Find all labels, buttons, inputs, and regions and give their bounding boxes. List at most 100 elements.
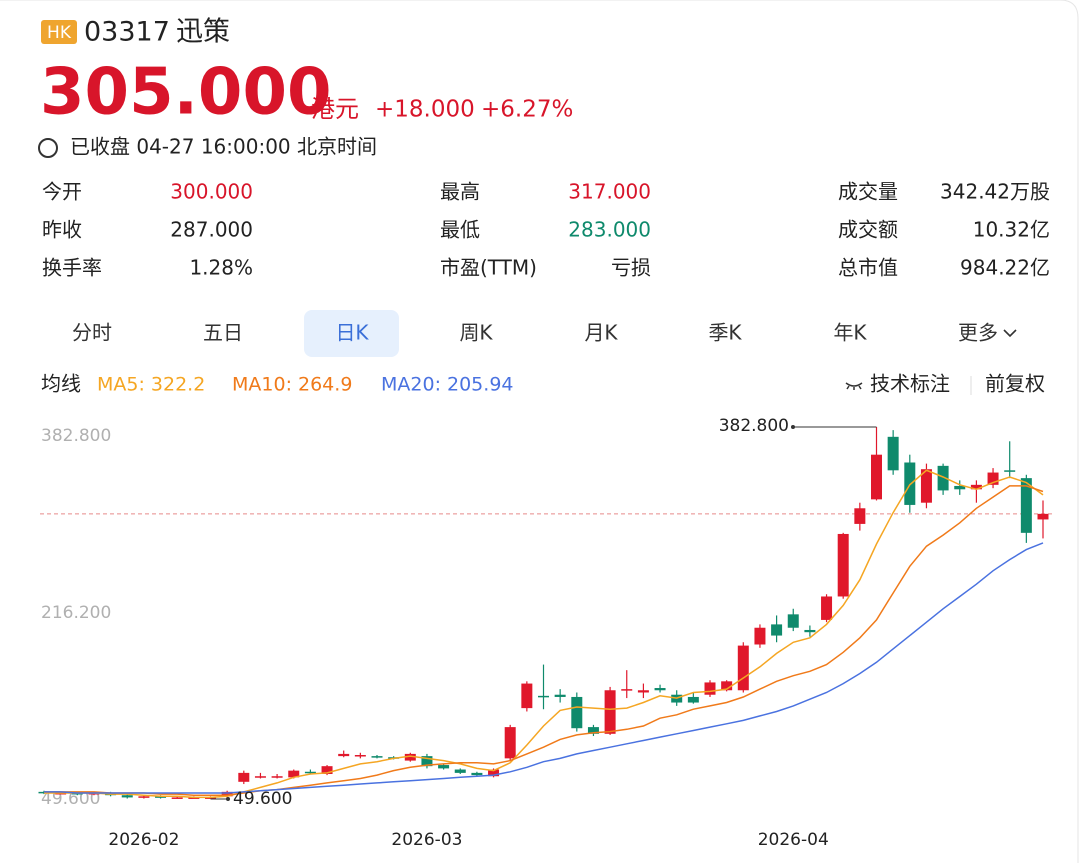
candle-body <box>954 485 966 490</box>
candle-body <box>737 645 749 691</box>
candle-body <box>904 462 916 505</box>
stat-value: 300.000 <box>170 180 253 204</box>
candle-body <box>354 755 366 757</box>
stat-label: 今开 <box>42 180 82 204</box>
candle-body <box>804 629 816 633</box>
legend-entry: MA20: 205.94 <box>381 374 514 396</box>
candle-body <box>288 770 300 778</box>
candle-body <box>654 688 666 691</box>
tab[interactable]: 日K <box>335 321 369 345</box>
candle-body <box>404 753 416 761</box>
more-chevron <box>1003 329 1017 338</box>
legend-title: 均线 <box>41 372 81 396</box>
candle-body <box>138 796 150 798</box>
stat-value: 10.32亿 <box>973 218 1050 242</box>
candle-body <box>604 690 616 734</box>
status: 已收盘 04-27 16:00:00 北京时间 <box>70 135 377 159</box>
candle-body <box>771 624 783 636</box>
candle-body <box>271 776 283 778</box>
candle-body <box>488 769 500 777</box>
min-dot <box>226 797 230 801</box>
ma-line <box>44 485 1044 796</box>
tab[interactable]: 季K <box>708 321 742 345</box>
candle-body <box>1020 478 1032 533</box>
candle-body <box>454 769 466 773</box>
ma-line <box>44 542 1044 794</box>
candle-body <box>254 776 266 778</box>
tab[interactable]: 五日 <box>203 321 243 345</box>
tab[interactable]: 更多 <box>958 321 998 345</box>
candle-body <box>837 533 849 597</box>
candle-body <box>421 756 433 767</box>
currency: 港元 <box>311 95 359 123</box>
tool-adjust[interactable]: 前复权 <box>985 372 1045 396</box>
stock-code: 03317 <box>84 17 170 48</box>
candle-body <box>155 796 167 798</box>
annotate-icon[interactable] <box>845 382 863 390</box>
tab[interactable]: 月K <box>584 321 618 345</box>
candle-body <box>554 694 566 697</box>
candle-body <box>188 797 200 799</box>
min-label: 49.600 <box>233 789 292 809</box>
candle-body <box>205 797 216 799</box>
plot: 49.600 216.200 382.800 2026-02 2026-03 2026-0… <box>38 416 1052 850</box>
candle-body <box>121 795 133 798</box>
change-pct: +6.27% <box>481 97 573 123</box>
stat-label: 成交额 <box>838 218 898 242</box>
candle-body <box>221 791 233 797</box>
candle-body <box>787 614 799 628</box>
max-dot <box>791 425 795 429</box>
stat-value: 342.42万股 <box>940 180 1050 204</box>
stat-label: 最低 <box>440 218 480 242</box>
max-label: 382.800 <box>719 416 789 436</box>
market-badge: HK <box>47 23 72 43</box>
candle-body <box>937 465 949 491</box>
candle-body <box>171 797 183 799</box>
stock-name: 迅策 <box>176 17 230 48</box>
candle-body <box>321 766 333 774</box>
active-tab-bg <box>304 310 399 357</box>
candle-body <box>637 690 649 693</box>
stats: 今开 300.000 最高 317.000 成交量 342.42万股 昨收 28… <box>42 180 1050 280</box>
stat-value: 亏损 <box>611 256 651 280</box>
candle-body <box>871 454 882 500</box>
stat-value: 1.28% <box>189 256 253 280</box>
tab[interactable]: 分时 <box>72 321 112 345</box>
stat-label: 总市值 <box>838 256 898 280</box>
tabs: 分时 五日 日K 周K 月K 季K 年K 更多 <box>72 321 998 345</box>
candle-body <box>538 695 549 698</box>
candle-body <box>1004 470 1016 472</box>
y-tick-label: 382.800 <box>41 426 111 446</box>
tab[interactable]: 周K <box>459 321 493 345</box>
candle-body <box>821 596 833 620</box>
candle-body <box>571 696 583 729</box>
candle-body <box>854 508 866 524</box>
ma-line <box>44 469 1044 799</box>
candle-body <box>704 682 716 695</box>
candle-body <box>920 469 932 503</box>
stat-label: 成交量 <box>838 180 898 204</box>
x-tick-label: 2026-02 <box>108 830 179 850</box>
legend-entry: MA5: 322.2 <box>97 374 205 396</box>
price: 305.000 <box>40 56 332 130</box>
x-tick-label: 2026-03 <box>391 830 462 850</box>
candle-body <box>304 771 316 774</box>
candle-body <box>987 472 999 485</box>
legend-entry: MA10: 264.9 <box>232 374 352 396</box>
y-tick-label: 216.200 <box>41 603 111 623</box>
market-badge-bg <box>41 20 77 44</box>
tool-annotate[interactable]: 技术标注 <box>870 372 950 396</box>
tab[interactable]: 年K <box>833 321 867 345</box>
legend: MA5: 322.2 MA10: 264.9 MA20: 205.94 <box>97 374 514 396</box>
candle-body <box>438 765 450 769</box>
candle-body <box>338 753 350 757</box>
candle-body <box>371 756 383 758</box>
candle-body <box>687 696 699 703</box>
candle-body <box>970 484 982 490</box>
stat-label: 市盈(TTM) <box>440 256 537 280</box>
candle-body <box>504 727 516 759</box>
candle-body <box>238 772 250 782</box>
